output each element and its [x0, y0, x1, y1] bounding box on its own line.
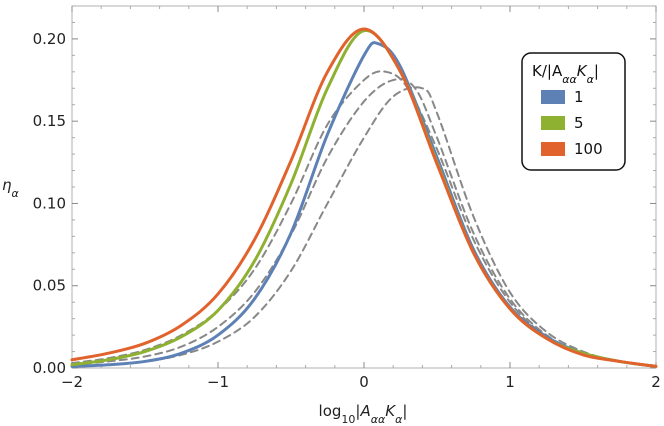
legend-swatch — [541, 116, 565, 130]
tick-labels: −2 −1 0 1 2 0.00 0.05 0.10 0.15 0.20 — [33, 30, 661, 391]
legend-entry-label: 100 — [574, 140, 603, 158]
x-axis-label-body2: K — [385, 402, 396, 420]
x-axis-label-body: |A — [355, 402, 370, 420]
legend: K/|AααKα| 1 5 100 — [521, 52, 626, 171]
series-lines — [70, 27, 658, 368]
y-tick-label: 0.20 — [33, 30, 66, 48]
legend-swatch — [541, 90, 565, 104]
x-tick-label: −1 — [207, 373, 229, 391]
x-tick-label: 2 — [651, 373, 661, 391]
legend-title-prefix: K/|A — [532, 62, 563, 80]
y-axis-label-body: η — [2, 176, 12, 194]
x-axis-label-prefix: log — [319, 402, 342, 420]
x-tick-label: −2 — [61, 373, 83, 391]
x-axis-label-sub3: α — [395, 413, 403, 426]
legend-entries: 1 5 100 — [541, 88, 603, 158]
x-axis-label-sub: 10 — [341, 413, 355, 426]
tick-marks — [71, 5, 657, 369]
y-tick-label: 0.15 — [33, 112, 66, 130]
y-tick-label: 0.05 — [33, 277, 66, 295]
x-axis-label-suffix: | — [402, 402, 407, 420]
x-axis-label: log10|AααKα| — [319, 402, 408, 426]
series-line-100 — [70, 27, 658, 368]
legend-entry-label: 1 — [574, 88, 584, 106]
legend-swatch — [541, 142, 565, 156]
legend-title: K/|AααKα| — [532, 62, 599, 86]
x-axis-label-sub2: αα — [371, 413, 386, 426]
y-tick-label: 0.00 — [33, 359, 66, 377]
x-tick-label: 0 — [359, 373, 369, 391]
reference-dashed-line — [71, 86, 657, 368]
legend-box — [521, 52, 626, 171]
legend-title-body: K — [577, 62, 588, 80]
y-tick-label: 0.10 — [33, 194, 66, 212]
legend-title-suffix: | — [594, 62, 599, 80]
x-tick-label: 1 — [505, 373, 515, 391]
legend-title-sub: αα — [562, 73, 577, 86]
legend-title-sub2: α — [587, 73, 595, 86]
y-axis-label-sub: α — [12, 187, 20, 200]
y-axis-label: ηα — [2, 176, 20, 200]
legend-entry-label: 5 — [574, 114, 584, 132]
